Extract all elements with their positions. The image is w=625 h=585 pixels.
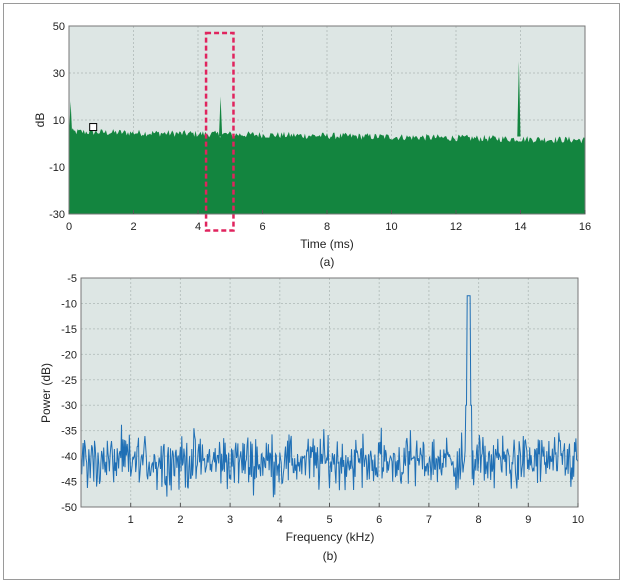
chart-b-x-ticks: 1 2 3 4 5 6 7 8 9 10 [128,503,584,526]
chart-b-series-line [80,295,579,498]
chart-b-x-tick-label: 3 [227,514,233,526]
chart-a-x-tick-label: 16 [579,221,591,233]
chart-a-noise-area [69,128,585,214]
chart-a-x-tick-label: 2 [130,221,136,233]
chart-b-xlabel: Frequency (kHz) [286,530,375,544]
chart-b-x-tick-label: 10 [572,514,584,526]
chart-b-y-tick-label: -25 [61,375,77,387]
chart-b-y-tick-label: -5 [67,273,77,285]
chart-a-y-tick-label: -30 [49,209,65,221]
chart-b-caption: (b) [323,549,338,563]
chart-a-x-tick-label: 4 [195,221,201,233]
chart-b-ylabel: Power (dB) [39,363,53,423]
chart-a-ylabel: dB [33,113,47,128]
chart-a-x-tick-label: 12 [450,221,462,233]
chart-a-xlabel: Time (ms) [300,237,354,251]
chart-b-x-tick-label: 7 [426,514,432,526]
chart-b-y-tick-label: -30 [61,400,77,412]
chart-a-marker [89,123,98,132]
chart-b-y-tick-label: -50 [61,502,77,514]
chart-b-x-tick-label: 6 [376,514,382,526]
chart-a-spikes [69,61,521,137]
chart-a-spike [517,61,521,137]
chart-a-y-tick-label: 50 [53,21,65,33]
chart-b-y-tick-label: -15 [61,324,77,336]
chart-b-x-tick-label: 4 [277,514,283,526]
chart-b-x-tick-label: 1 [128,514,134,526]
chart-b-y-tick-label: -20 [61,349,77,361]
chart-a-y-tick-label: 30 [53,68,65,80]
chart-a-x-tick-label: 6 [259,221,265,233]
chart-a-y-tick-label: 10 [53,115,65,127]
chart-a-spike [218,96,223,137]
chart-b-x-tick-label: 2 [177,514,183,526]
chart-b-x-tick-label: 9 [525,514,531,526]
chart-b-y-tick-label: -10 [61,298,77,310]
chart-b-x-tick-label: 8 [476,514,482,526]
chart-a-x-tick-label: 10 [385,221,397,233]
chart-a-caption: (a) [320,255,335,269]
chart-b-y-ticks: -5 -10 -15 -20 -25 -30 -35 -40 -45 -50 [61,273,77,514]
chart-a-y-tick-label: -10 [49,162,65,174]
chart-b-x-tick-label: 5 [326,514,332,526]
chart-a-x-tick-label: 14 [514,221,526,233]
chart-b: 1 2 3 4 5 6 7 8 9 10 -5-10-15-20-25-30-35-40-45-5… [39,273,584,563]
chart-a-x-tick-label: 8 [324,221,330,233]
chart-a-y-ticks: 50 30 10 -10 -30 [49,21,65,221]
chart-b-y-tick-label: -40 [61,451,77,463]
chart-a-spike [69,101,73,137]
chart-b-y-tick-label: -35 [61,426,77,438]
chart-a-x-ticks: 0 2 4 6 8 10 12 14 16 [66,210,591,233]
chart-b-y-tick-label: -45 [61,477,77,489]
chart-a-x-tick-label: 0 [66,221,72,233]
